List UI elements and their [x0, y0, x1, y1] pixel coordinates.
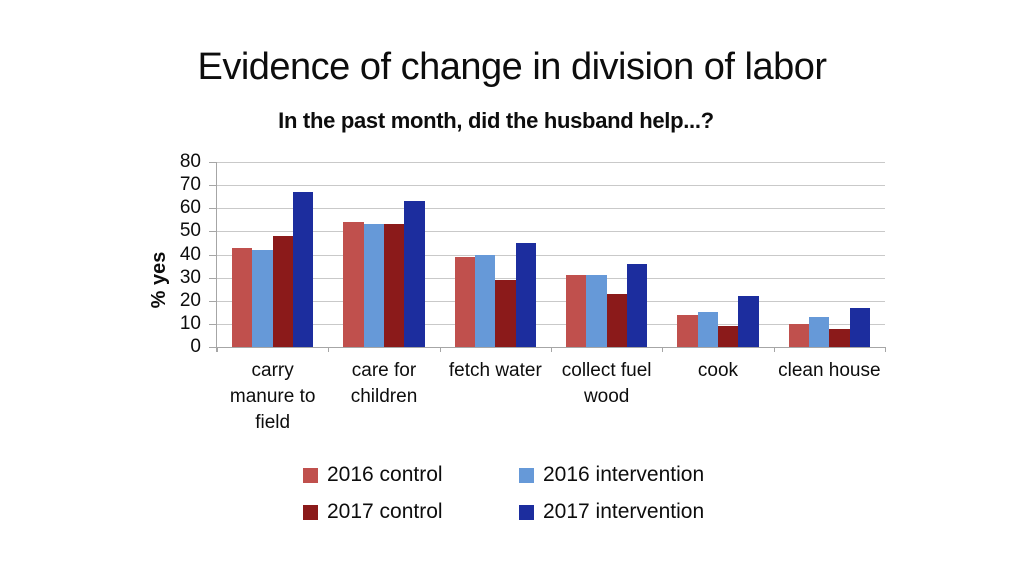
category-label: cook [662, 358, 774, 384]
category-label-line: collect fuel [561, 360, 652, 381]
category-label-line: clean house [778, 360, 881, 381]
category-label: fetch water [439, 358, 551, 384]
x-tick [885, 347, 886, 352]
legend-label: 2016 control [327, 463, 443, 486]
category-label-line: children [350, 386, 418, 407]
bar [515, 242, 537, 347]
bar [474, 254, 496, 347]
gridline [217, 208, 885, 210]
y-tick [209, 347, 217, 348]
y-tick [209, 323, 217, 325]
legend-item: 2017 control [303, 500, 443, 524]
category-label-line: wood [583, 386, 630, 407]
legend-label: 2016 intervention [543, 463, 705, 486]
y-tick-label: 80 [179, 151, 201, 172]
gridline [217, 162, 885, 163]
legend-swatch [519, 467, 534, 483]
gridline [217, 323, 885, 325]
bar [384, 224, 405, 347]
category-label: clean house [773, 358, 885, 384]
bar [343, 222, 364, 347]
bar [829, 328, 850, 347]
bar [627, 263, 648, 347]
x-tick [662, 347, 664, 352]
bar [738, 296, 759, 347]
bar [404, 201, 425, 347]
bar [231, 247, 253, 347]
x-tick [773, 347, 775, 352]
bar [606, 293, 628, 347]
bar [252, 249, 273, 347]
bar [495, 279, 516, 347]
bar [293, 192, 314, 347]
bar [586, 275, 607, 347]
category-label-line: field [255, 412, 291, 433]
category-label-line: carry [251, 360, 294, 381]
y-axis-line [216, 162, 217, 352]
y-tick [209, 254, 217, 256]
category-label-line: fetch water [448, 360, 542, 381]
y-tick-label: 0 [190, 336, 201, 357]
y-tick-label: 10 [179, 312, 201, 334]
y-tick [209, 208, 217, 210]
category-label: collect fuel wood [551, 358, 663, 410]
x-tick [439, 347, 441, 352]
legend-item: 2016 control [303, 463, 443, 487]
gridline [217, 277, 885, 279]
y-tick-label: 60 [179, 197, 201, 219]
bar [849, 307, 871, 347]
bar [677, 314, 698, 347]
x-tick [217, 347, 218, 352]
y-tick [209, 300, 217, 302]
y-tick [209, 277, 217, 279]
y-tick-label: 20 [179, 289, 201, 311]
y-tick-label: 40 [179, 243, 201, 265]
y-tick-label: 30 [179, 266, 201, 288]
bar [272, 236, 294, 347]
y-tick [209, 162, 217, 163]
bar [565, 275, 587, 347]
legend-swatch [303, 504, 318, 520]
bar [454, 256, 475, 347]
category-label: carry manure to field [217, 358, 329, 436]
category-label-line: cook [697, 360, 739, 381]
bar [718, 326, 739, 347]
bar [788, 323, 809, 347]
y-tick-label: 70 [179, 174, 201, 196]
gridline [217, 254, 885, 256]
slide-title: Evidence of change in division of labor [197, 46, 827, 88]
legend-label: 2017 control [327, 500, 443, 523]
y-tick [209, 185, 217, 187]
x-tick [328, 347, 330, 352]
bar [697, 312, 718, 347]
gridline [217, 185, 885, 187]
y-tick-label: 50 [179, 220, 201, 242]
bar [808, 316, 830, 347]
category-label-line: care for [351, 360, 417, 381]
gridline [217, 231, 885, 233]
legend-item: 2016 intervention [519, 463, 704, 487]
legend-swatch [519, 504, 534, 520]
bar [363, 224, 384, 347]
category-label-line: manure to [229, 386, 316, 407]
legend-label: 2017 intervention [543, 500, 705, 523]
legend-swatch [303, 467, 318, 483]
legend-item: 2017 intervention [519, 500, 704, 524]
gridline [217, 300, 885, 302]
category-label: care for children [328, 358, 440, 410]
y-tick [209, 231, 217, 233]
x-tick [551, 347, 552, 352]
chart-title: In the past month, did the husband help.… [278, 108, 714, 133]
